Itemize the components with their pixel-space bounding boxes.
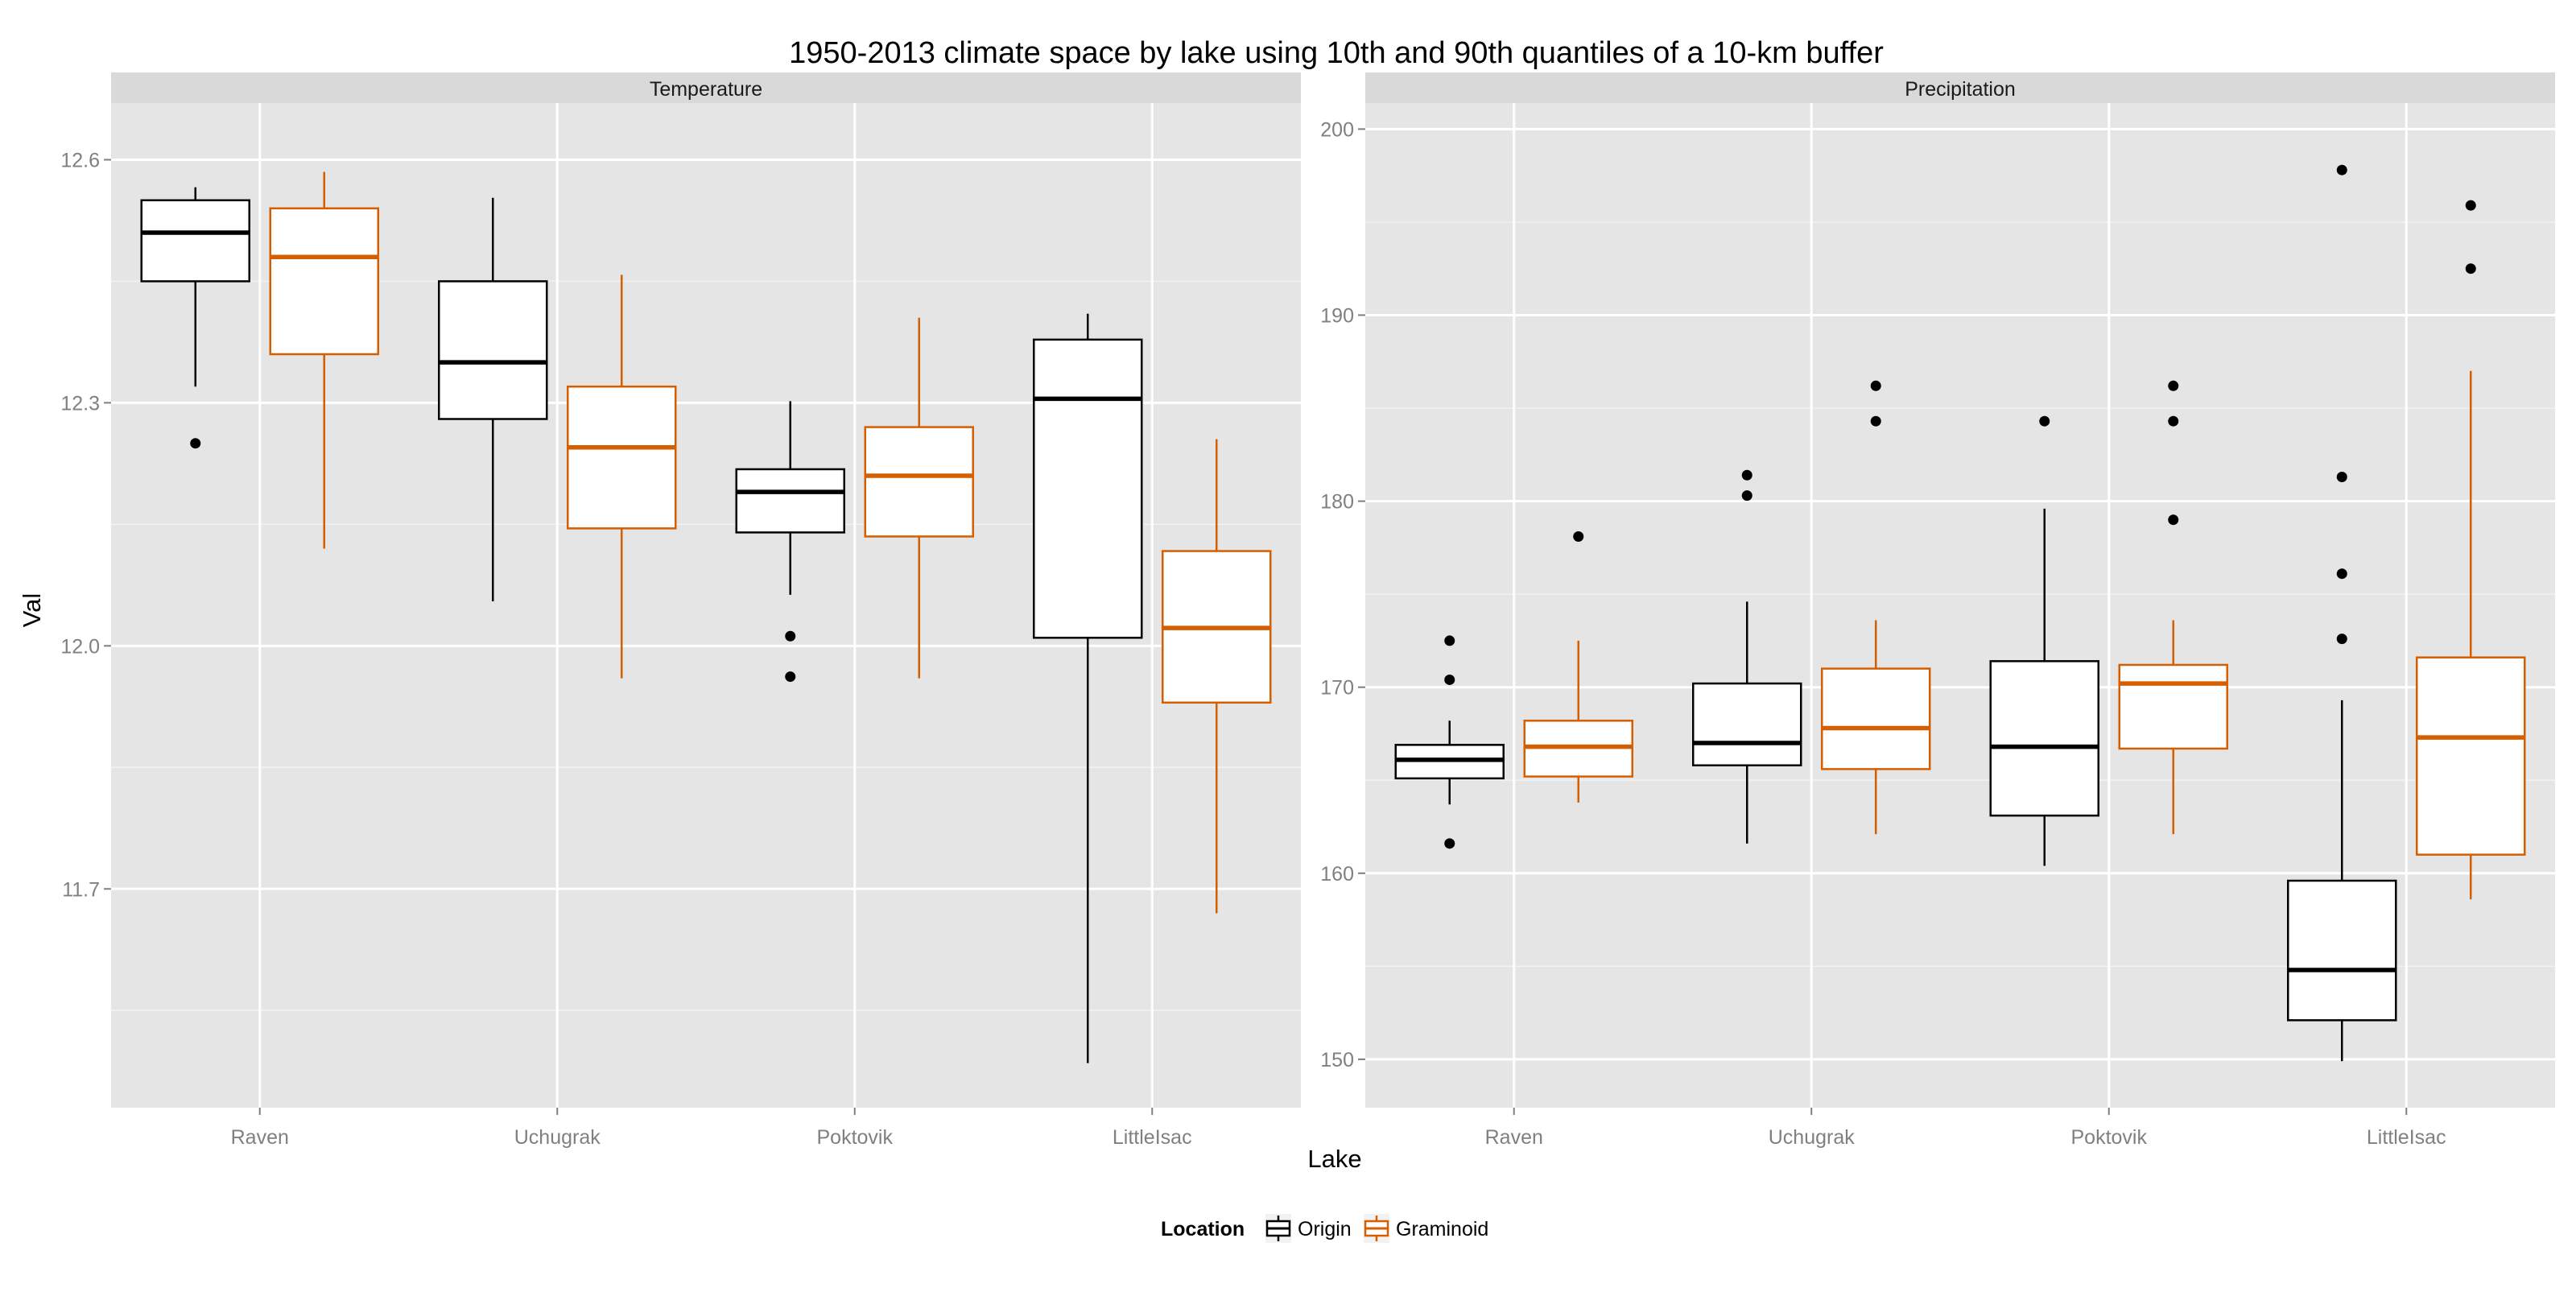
outlier-point — [1741, 469, 1752, 481]
box-body — [1033, 338, 1143, 639]
outlier-point — [1573, 530, 1584, 542]
panel-temperature: Temperature 11.7 12.0 12.3 12.6 Raven Uchugrak… — [60, 72, 1301, 1149]
outlier-point — [785, 630, 796, 642]
outlier-point — [2039, 415, 2050, 427]
box-body — [1989, 660, 2099, 817]
box-origin-raven — [140, 187, 250, 449]
box-body — [438, 280, 548, 420]
y-tick-label: 150 — [1320, 1049, 1354, 1071]
outlier-point — [1444, 635, 1455, 646]
outlier-point — [1444, 674, 1455, 685]
box-origin-littleisac — [2287, 164, 2397, 1062]
x-tick-label: Uchugrak — [1769, 1126, 1855, 1149]
outlier-point — [2465, 200, 2476, 211]
box-body — [1821, 667, 1931, 770]
legend-item-origin: Origin — [1265, 1214, 1352, 1243]
box-origin-littleisac — [1033, 313, 1143, 1063]
outlier-point — [2465, 263, 2476, 274]
outlier-point — [2168, 514, 2179, 526]
y-tick-label: 170 — [1320, 677, 1354, 700]
y-tick-label: 12.6 — [60, 149, 100, 171]
x-tick-label: LittleIsac — [2367, 1126, 2446, 1149]
x-tick-label: Raven — [1485, 1126, 1543, 1149]
x-tick-label: LittleIsac — [1113, 1126, 1192, 1149]
box-graminoid-uchugrak — [567, 274, 677, 679]
legend-title: Location — [1161, 1218, 1245, 1240]
legend-items: Origin Graminoid — [1265, 1214, 1488, 1243]
y-tick-label: 180 — [1320, 491, 1354, 514]
outlier-point — [2336, 472, 2347, 483]
legend-item-graminoid: Graminoid — [1364, 1214, 1488, 1243]
x-tick-label: Poktovik — [2071, 1126, 2148, 1149]
strip-background — [1365, 72, 2555, 103]
box-origin-uchugrak — [1692, 469, 1802, 844]
box-body — [864, 426, 974, 538]
x-tick-label: Uchugrak — [514, 1126, 601, 1149]
box-graminoid-uchugrak — [1821, 380, 1931, 835]
box-origin-poktovik — [735, 401, 845, 683]
chart-title: 1950-2013 climate space by lake using 10… — [789, 36, 1884, 70]
box-body — [567, 386, 677, 530]
box-graminoid-littleisac — [1162, 439, 1272, 914]
box-body — [269, 207, 379, 356]
box-body — [2118, 663, 2228, 750]
legend: Location Origin Graminoid — [1161, 1214, 1488, 1243]
outlier-point — [1870, 380, 1881, 391]
legend-label: Graminoid — [1396, 1218, 1488, 1240]
outlier-point — [190, 438, 201, 449]
box-body — [1692, 682, 1802, 767]
facet-panels: Temperature 11.7 12.0 12.3 12.6 Raven Uchugrak… — [60, 72, 2555, 1149]
y-tick-label: 160 — [1320, 863, 1354, 885]
x-tick-label: Raven — [231, 1126, 289, 1149]
x-tick-label: Poktovik — [817, 1126, 894, 1149]
strip-label: Precipitation — [1905, 78, 2016, 101]
outlier-point — [2168, 415, 2179, 427]
outlier-point — [2336, 568, 2347, 580]
outlier-point — [2168, 380, 2179, 391]
y-tick-label: 11.7 — [62, 878, 100, 901]
panel-precipitation: Precipitation 150 160 170 180 190 200 Raven Uchu… — [1320, 72, 2555, 1149]
y-tick-label: 12.3 — [60, 392, 100, 415]
strip-label: Temperature — [650, 78, 762, 101]
box-body — [2416, 656, 2526, 856]
outlier-point — [2336, 634, 2347, 645]
box-body — [735, 468, 845, 534]
outlier-point — [2336, 164, 2347, 175]
box-origin-poktovik — [1989, 415, 2099, 866]
box-body — [140, 199, 250, 283]
y-tick-label: 12.0 — [60, 635, 100, 658]
box-graminoid-littleisac — [2416, 200, 2526, 900]
outlier-point — [1444, 838, 1455, 849]
strip-background — [111, 72, 1301, 103]
box-graminoid-raven — [269, 171, 379, 549]
box-body — [2287, 879, 2397, 1022]
box-origin-uchugrak — [438, 197, 548, 601]
outlier-point — [1741, 490, 1752, 502]
outlier-point — [785, 671, 796, 683]
box-graminoid-poktovik — [864, 317, 974, 679]
y-axis-label: Val — [18, 593, 46, 628]
legend-label: Origin — [1298, 1218, 1352, 1240]
outlier-point — [1870, 415, 1881, 427]
y-tick-label: 190 — [1320, 304, 1354, 327]
y-tick-label: 200 — [1320, 118, 1354, 141]
box-graminoid-poktovik — [2118, 380, 2228, 835]
box-origin-raven — [1394, 635, 1505, 849]
box-graminoid-raven — [1523, 530, 1633, 803]
x-axis-label: Lake — [1307, 1145, 1361, 1173]
